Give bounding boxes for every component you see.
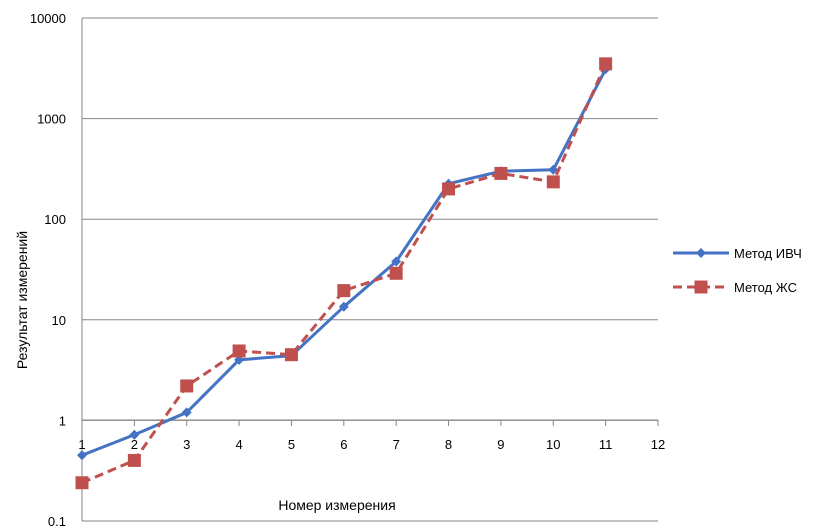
series-layer (75, 57, 613, 490)
data-point-1-2 (180, 379, 194, 393)
x-tick-label: 5 (288, 437, 295, 452)
y-tick-label: 10 (52, 313, 66, 328)
data-point-0-2 (181, 407, 192, 418)
x-tick-label: 6 (340, 437, 347, 452)
y-axis-title: Результат измерений (14, 231, 30, 369)
y-tick-label: 1 (59, 413, 66, 428)
y-tick-label: 1000 (37, 112, 66, 127)
legend: Метод ИВЧ Метод ЖС (673, 246, 802, 295)
y-tick-label: 0.1 (48, 514, 66, 526)
legend-marker-0 (696, 248, 706, 258)
x-tick-label: 10 (546, 437, 560, 452)
data-point-1-5 (337, 284, 351, 298)
series-line-0 (81, 68, 607, 457)
axis-layer (81, 18, 659, 521)
data-point-0-5 (338, 301, 349, 312)
x-tick-label: 9 (497, 437, 504, 452)
data-point-1-6 (389, 266, 403, 280)
x-tick-label: 12 (651, 437, 665, 452)
data-point-1-9 (546, 175, 560, 189)
data-point-0-0 (77, 450, 87, 461)
legend-label: Метод ИВЧ (734, 246, 802, 261)
grid-layer (82, 17, 658, 522)
series-0 (77, 64, 611, 461)
x-tick-label: 7 (393, 437, 400, 452)
x-tick-label: 11 (599, 437, 613, 452)
data-point-1-8 (494, 166, 508, 180)
y-tick-label: 10000 (30, 11, 66, 26)
data-point-1-10 (599, 57, 613, 71)
legend-label: Метод ЖС (734, 280, 797, 295)
data-point-1-4 (284, 348, 298, 362)
data-point-0-1 (129, 429, 140, 440)
data-point-1-0 (75, 476, 89, 490)
legend-item-1: Метод ЖС (673, 280, 797, 295)
x-axis-title: Номер измерения (278, 497, 395, 513)
legend-marker-1 (694, 280, 708, 294)
data-point-1-1 (127, 453, 141, 467)
series-line-1 (81, 63, 608, 485)
x-tick-label: 8 (445, 437, 452, 452)
data-point-1-7 (442, 182, 456, 196)
x-tick-label: 4 (235, 437, 242, 452)
x-tick-label: 3 (183, 437, 190, 452)
x-tick-label: 1 (78, 437, 85, 452)
data-point-0-9 (548, 164, 559, 175)
series-1 (75, 57, 613, 490)
x-tick-label: 2 (131, 437, 138, 452)
legend-item-0: Метод ИВЧ (673, 246, 802, 261)
data-point-1-3 (232, 344, 246, 358)
data-point-0-6 (391, 256, 402, 267)
y-tick-label: 100 (44, 212, 66, 227)
